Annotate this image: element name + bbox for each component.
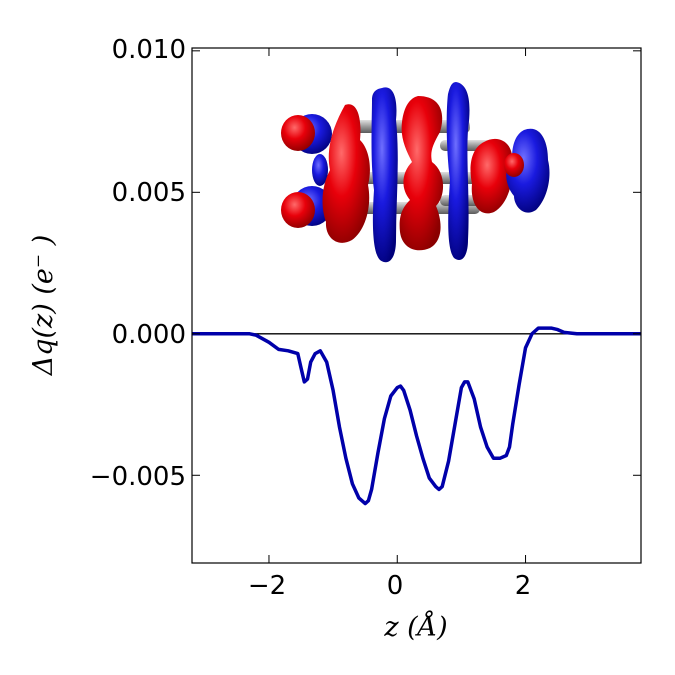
y-tick-label: −0.005	[90, 462, 186, 492]
y-tick-label: 0.010	[112, 35, 186, 65]
x-tick-label: −2	[248, 571, 286, 601]
x-tick-label: 0	[387, 571, 404, 601]
y-tick-label: 0.005	[112, 178, 186, 208]
y-axis-label: Δq(z) (e⁻ )	[28, 235, 59, 377]
x-tick-label: 2	[515, 571, 532, 601]
x-axis-label: z (Å)	[383, 610, 447, 643]
plot-frame	[191, 47, 642, 564]
y-tick-label: 0.000	[112, 320, 186, 350]
tick-marks	[192, 48, 641, 563]
isosurface-inset-image	[281, 82, 550, 263]
series-line-delta-q	[192, 326, 641, 506]
